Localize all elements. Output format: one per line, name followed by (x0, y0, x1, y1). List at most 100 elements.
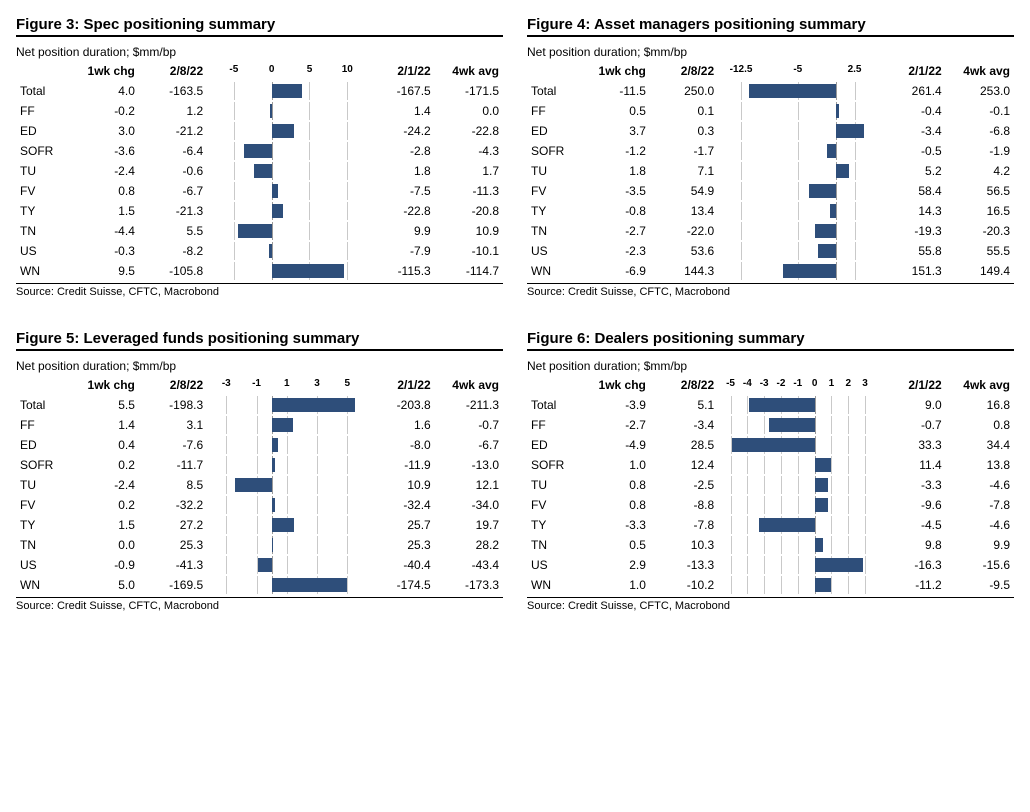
cell-chart (718, 261, 877, 281)
row-label: US (16, 241, 71, 261)
bar-wrap (722, 122, 873, 140)
cell-1wk: -11.5 (582, 81, 650, 101)
cell-1wk: 0.4 (71, 435, 139, 455)
cell-chart (718, 181, 877, 201)
bar (836, 164, 850, 178)
cell-4wkavg: -4.6 (946, 475, 1014, 495)
cell-date2: -22.8 (366, 201, 434, 221)
axis-tick: 2.5 (848, 64, 862, 75)
row-label: TY (527, 515, 582, 535)
cell-4wkavg: 1.7 (435, 161, 503, 181)
cell-chart (718, 201, 877, 221)
cell-4wkavg: 10.9 (435, 221, 503, 241)
bar-wrap (722, 436, 873, 454)
cell-date1: -163.5 (139, 81, 207, 101)
axis-tick: 5 (345, 378, 351, 389)
row-label: TU (16, 475, 71, 495)
bar (272, 184, 278, 198)
cell-chart (207, 221, 366, 241)
row-label: FF (16, 101, 71, 121)
bar-wrap (722, 536, 873, 554)
bar (809, 184, 835, 198)
cell-4wkavg: 9.9 (946, 535, 1014, 555)
cell-date1: 28.5 (650, 435, 718, 455)
bar (749, 398, 815, 412)
row-label: FV (527, 181, 582, 201)
row-label: Total (16, 395, 71, 415)
cell-1wk: -2.4 (71, 161, 139, 181)
cell-date1: -8.8 (650, 495, 718, 515)
row-label: US (16, 555, 71, 575)
cell-4wkavg: 28.2 (435, 535, 503, 555)
col-header-4wkavg: 4wk avg (946, 375, 1014, 395)
cell-date1: 13.4 (650, 201, 718, 221)
row-label: TN (527, 535, 582, 555)
cell-date1: 0.1 (650, 101, 718, 121)
bar-wrap (211, 476, 362, 494)
bar (815, 558, 864, 572)
table-row: FF0.50.1-0.4-0.1 (527, 101, 1014, 121)
cell-date2: -24.2 (366, 121, 434, 141)
table-row: Total-3.95.19.016.8 (527, 395, 1014, 415)
axis-tick: -5 (229, 64, 238, 75)
table-row: SOFR-1.2-1.7-0.5-1.9 (527, 141, 1014, 161)
table-row: FF1.43.11.6-0.7 (16, 415, 503, 435)
bar-wrap (211, 222, 362, 240)
bar-wrap (722, 242, 873, 260)
table-row: SOFR1.012.411.413.8 (527, 455, 1014, 475)
bar-wrap (722, 162, 873, 180)
row-label: SOFR (16, 455, 71, 475)
cell-date1: -13.3 (650, 555, 718, 575)
figure-grid: Figure 3: Spec positioning summaryNet po… (16, 16, 1014, 612)
cell-1wk: -0.8 (582, 201, 650, 221)
cell-chart (718, 241, 877, 261)
cell-1wk: 5.0 (71, 575, 139, 595)
cell-4wkavg: 0.0 (435, 101, 503, 121)
table-row: US-0.3-8.2-7.9-10.1 (16, 241, 503, 261)
row-label: Total (527, 395, 582, 415)
cell-date2: 25.3 (366, 535, 434, 555)
cell-chart (718, 475, 877, 495)
cell-date2: -9.6 (877, 495, 945, 515)
cell-date1: -198.3 (139, 395, 207, 415)
bar (818, 244, 835, 258)
axis-tick: 0 (269, 64, 275, 75)
table-row: SOFR-3.6-6.4-2.8-4.3 (16, 141, 503, 161)
cell-4wkavg: -211.3 (435, 395, 503, 415)
axis-tick: 1 (829, 378, 835, 389)
cell-4wkavg: -7.8 (946, 495, 1014, 515)
table-row: ED3.70.3-3.4-6.8 (527, 121, 1014, 141)
col-header-label (527, 61, 582, 81)
table-header-row: 1wk chg2/8/22-5-4-3-2-101232/1/224wk avg (527, 375, 1014, 395)
bar-wrap (722, 202, 873, 220)
cell-date2: 9.8 (877, 535, 945, 555)
bar (272, 498, 275, 512)
cell-date2: -0.7 (877, 415, 945, 435)
table-header-row: 1wk chg2/8/22-12.5-52.52/1/224wk avg (527, 61, 1014, 81)
cell-chart (718, 555, 877, 575)
cell-1wk: -2.3 (582, 241, 650, 261)
data-table: 1wk chg2/8/22-505102/1/224wk avgTotal4.0… (16, 61, 503, 281)
axis-tick: -12.5 (730, 64, 753, 75)
bar (272, 124, 295, 138)
bar-wrap (722, 456, 873, 474)
cell-date1: -105.8 (139, 261, 207, 281)
axis-tick: 3 (862, 378, 868, 389)
cell-date1: 1.2 (139, 101, 207, 121)
cell-chart (718, 141, 877, 161)
cell-4wkavg: -173.3 (435, 575, 503, 595)
cell-1wk: 0.8 (71, 181, 139, 201)
cell-1wk: -0.2 (71, 101, 139, 121)
figure-subtitle: Net position duration; $mm/bp (527, 359, 1014, 373)
table-row: TN0.510.39.89.9 (527, 535, 1014, 555)
cell-date1: -3.4 (650, 415, 718, 435)
row-label: ED (16, 121, 71, 141)
table-row: TY-3.3-7.8-4.5-4.6 (527, 515, 1014, 535)
cell-date1: 25.3 (139, 535, 207, 555)
bar (272, 458, 275, 472)
cell-1wk: 5.5 (71, 395, 139, 415)
bar-wrap (211, 536, 362, 554)
cell-date2: 25.7 (366, 515, 434, 535)
cell-date2: -115.3 (366, 261, 434, 281)
row-label: ED (16, 435, 71, 455)
